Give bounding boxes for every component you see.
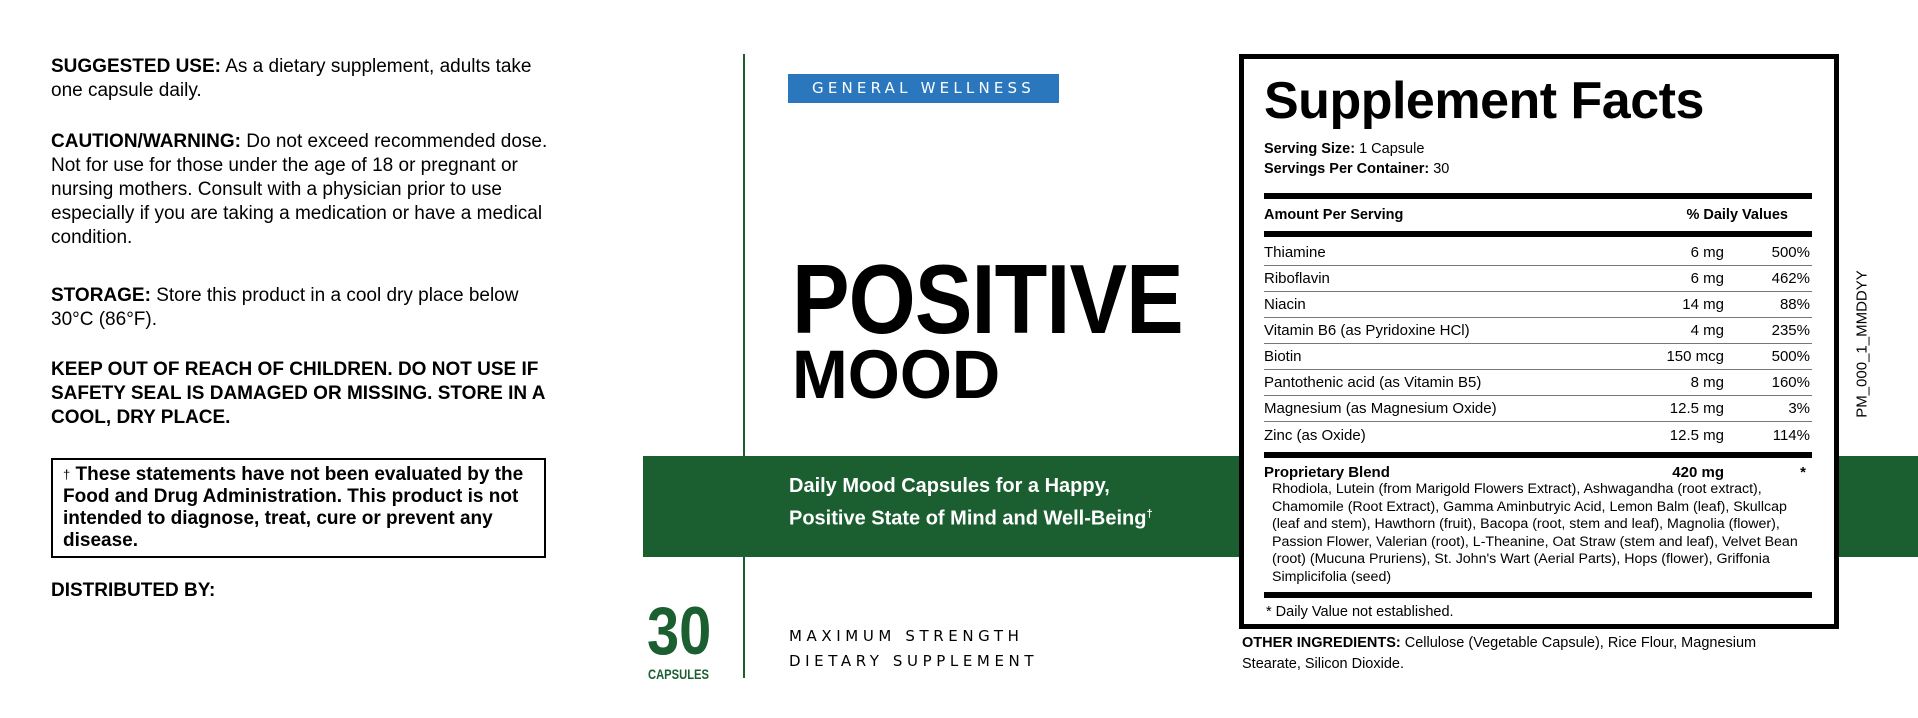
thick-rule — [1264, 193, 1812, 199]
blend-ingredients: Rhodiola, Lutein (from Marigold Flowers … — [1272, 481, 1798, 585]
nutrient-amount: 6 mg — [1690, 270, 1724, 287]
lot-code: PM_000_1_MMDDYY — [1853, 270, 1871, 418]
supplement-facts-panel: Supplement Facts Serving Size: 1 Capsule… — [1239, 54, 1839, 629]
nutrient-amount: 6 mg — [1690, 244, 1724, 261]
nutrient-amount: 12.5 mg — [1669, 426, 1724, 444]
tagline: Daily Mood Capsules for a Happy, Positive… — [789, 472, 1219, 533]
other-ingredients-text: Cellulose (Vegetable Capsule), Rice Flou… — [1242, 635, 1757, 672]
thick-rule — [1264, 452, 1812, 458]
right-column: Supplement Facts Serving Size: 1 Capsule… — [1239, 54, 1839, 675]
nutrient-name: Magnesium (as Magnesium Oxide) — [1264, 400, 1497, 417]
amount-header: Amount Per Serving — [1264, 207, 1404, 223]
tagline-line1: Daily Mood Capsules for a Happy, — [789, 475, 1110, 497]
nutrient-dv: 500% — [1771, 348, 1810, 365]
product-title-line1: POSITIVE — [792, 244, 1184, 354]
nutrient-name: Pantothenic acid (as Vitamin B5) — [1264, 374, 1482, 391]
caution-text: Do not exceed recommended dose. Not for … — [51, 131, 548, 248]
caution-label: CAUTION/WARNING: — [51, 131, 241, 152]
servings-per-container: 30 — [1429, 161, 1450, 177]
nutrient-amount: 150 mcg — [1666, 348, 1724, 365]
strength-line1: MAXIMUM STRENGTH — [789, 627, 1024, 645]
nutrient-row: Vitamin B6 (as Pyridoxine HCl) 4 mg 235% — [1264, 318, 1812, 344]
storage-text: Store this product in a cool dry place b… — [51, 285, 519, 330]
thick-rule — [1264, 592, 1812, 598]
dv-footnote: * Daily Value not established. — [1266, 604, 1454, 620]
storage-label: STORAGE: — [51, 285, 151, 306]
other-ingredients-label: OTHER INGREDIENTS: — [1242, 635, 1401, 651]
tagline-dagger: † — [1146, 508, 1153, 520]
caution: CAUTION/WARNING: Do not exceed recommend… — [51, 130, 561, 250]
nutrient-dv: 3% — [1788, 400, 1810, 417]
nutrient-name: Vitamin B6 (as Pyridoxine HCl) — [1264, 322, 1470, 339]
blend-header: Proprietary Blend 420 mg * — [1264, 464, 1812, 481]
nutrient-row: Riboflavin 6 mg 462% — [1264, 266, 1812, 292]
nutrient-amount: 8 mg — [1690, 374, 1724, 391]
facts-title: Supplement Facts — [1264, 72, 1704, 130]
nutrient-row: Pantothenic acid (as Vitamin B5) 8 mg 160% — [1264, 370, 1812, 396]
disclaimer-text: These statements have not been evaluated… — [63, 464, 524, 551]
nutrient-amount: 14 mg — [1682, 296, 1724, 313]
blend-name: Proprietary Blend — [1264, 464, 1390, 481]
dv-header: % Daily Values — [1686, 207, 1788, 223]
blend-dv: * — [1800, 464, 1806, 481]
nutrient-dv: 88% — [1779, 296, 1810, 313]
thick-rule — [1264, 231, 1812, 237]
nutrient-rows: Thiamine 6 mg 500% Riboflavin 6 mg 462% Niacin… — [1264, 237, 1812, 448]
nutrient-dv: 500% — [1771, 244, 1810, 261]
distributed-by: DISTRIBUTED BY: — [51, 580, 216, 601]
keep-out-text: KEEP OUT OF REACH OF CHILDREN. DO NOT US… — [51, 359, 545, 428]
nutrient-row: Thiamine 6 mg 500% — [1264, 240, 1812, 266]
servings-label: Servings Per Container: — [1264, 161, 1430, 177]
nutrient-row: Biotin 150 mcg 500% — [1264, 344, 1812, 370]
nutrient-name: Thiamine — [1264, 244, 1326, 261]
blend-amount: 420 mg — [1672, 464, 1724, 481]
nutrient-row: Magnesium (as Magnesium Oxide) 12.5 mg 3% — [1264, 396, 1812, 422]
serving-size-label: Serving Size: — [1264, 141, 1356, 157]
storage: STORAGE: Store this product in a cool dr… — [51, 284, 561, 332]
serving-info: Serving Size: 1 Capsule Servings Per Con… — [1264, 139, 1812, 179]
nutrient-row: Niacin 14 mg 88% — [1264, 292, 1812, 318]
other-ingredients: OTHER INGREDIENTS: Cellulose (Vegetable … — [1239, 633, 1799, 675]
nutrient-amount: 4 mg — [1690, 322, 1724, 339]
keep-out-warning: KEEP OUT OF REACH OF CHILDREN. DO NOT US… — [51, 358, 561, 430]
suggested-use: SUGGESTED USE: As a dietary supplement, … — [51, 55, 561, 103]
divider-line — [743, 54, 745, 678]
nutrient-dv: 462% — [1771, 270, 1810, 287]
strength-line2: DIETARY SUPPLEMENT — [789, 652, 1039, 670]
nutrient-name: Biotin — [1264, 348, 1302, 365]
facts-header: Amount Per Serving % Daily Values — [1264, 199, 1812, 231]
fda-disclaimer-box: † These statements have not been evaluat… — [51, 458, 546, 558]
nutrient-row: Zinc (as Oxide) 12.5 mg 114% — [1264, 422, 1812, 448]
nutrient-dv: 160% — [1771, 374, 1810, 391]
serving-size: 1 Capsule — [1355, 141, 1425, 157]
nutrient-amount: 12.5 mg — [1669, 400, 1724, 417]
suggested-use-label: SUGGESTED USE: — [51, 56, 221, 77]
tagline-line2: Positive State of Mind and Well-Being — [789, 507, 1147, 530]
nutrient-dv: 114% — [1772, 426, 1810, 444]
capsule-count: 30 — [647, 593, 712, 669]
nutrient-name: Zinc (as Oxide) — [1264, 426, 1366, 444]
strength-label: MAXIMUM STRENGTH DIETARY SUPPLEMENT — [789, 624, 1038, 674]
suggested-use-text: As a dietary supplement, adults take one… — [51, 56, 532, 101]
dagger-mark: † — [63, 467, 71, 482]
nutrient-name: Riboflavin — [1264, 270, 1330, 287]
product-title-line2: MOOD — [792, 336, 1001, 413]
category-badge: GENERAL WELLNESS — [788, 74, 1059, 103]
capsule-count-unit: CAPSULES — [648, 666, 709, 682]
nutrient-dv: 235% — [1771, 322, 1810, 339]
nutrient-name: Niacin — [1264, 296, 1306, 313]
